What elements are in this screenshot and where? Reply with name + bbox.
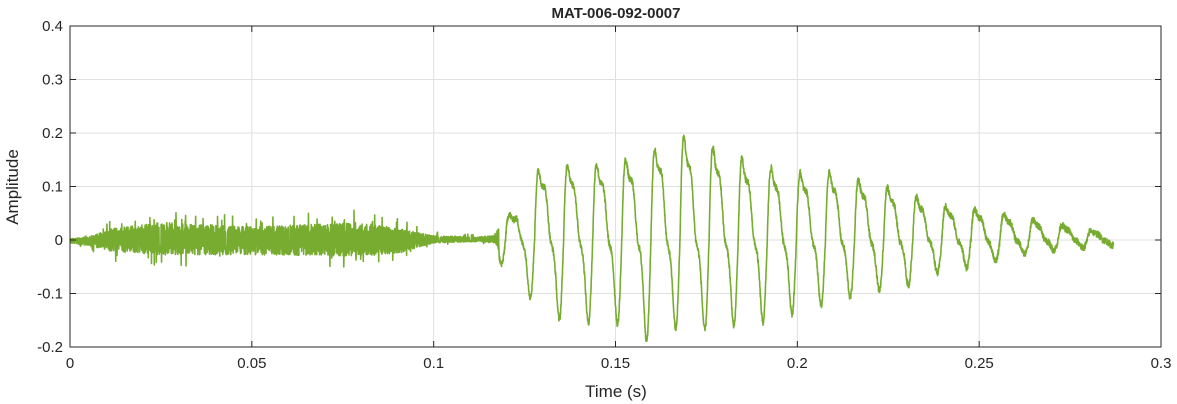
chart-title: MAT-006-092-0007 (552, 5, 681, 22)
signal-line (69, 134, 1115, 343)
x-tick-label: 0.15 (601, 355, 630, 372)
y-tick-label: 0 (55, 232, 63, 249)
y-tick-label: 0.3 (42, 72, 63, 89)
x-axis-label: Time (s) (585, 382, 647, 401)
x-tick-label: 0.1 (423, 355, 444, 372)
x-tick-label: 0.2 (787, 355, 808, 372)
y-tick-label: -0.2 (37, 339, 63, 356)
x-tick-label: 0.3 (1151, 355, 1172, 372)
y-axis: -0.2 -0.1 0 0.1 0.2 0.3 0.4 (37, 18, 1161, 356)
x-tick-label: 0.25 (965, 355, 994, 372)
y-tick-label: 0.2 (42, 125, 63, 142)
y-tick-label: 0.4 (42, 18, 63, 35)
plot-area (69, 134, 1115, 343)
y-axis-label: Amplitude (3, 149, 22, 225)
y-tick-label: -0.1 (37, 286, 63, 303)
x-tick-label: 0.05 (237, 355, 266, 372)
x-tick-label: 0 (66, 355, 74, 372)
x-axis: 0 0.05 0.1 0.15 0.2 0.25 0.3 (66, 26, 1172, 372)
y-tick-label: 0.1 (42, 179, 63, 196)
